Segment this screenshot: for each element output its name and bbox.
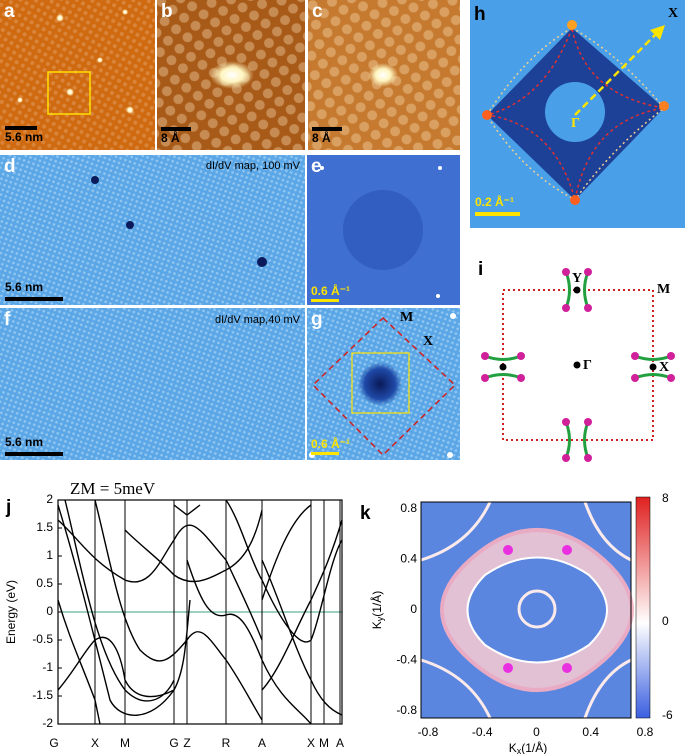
y-tick-label: 0.4 [400,552,417,566]
point-label: X [423,334,433,349]
axis-unit: (1/Å) [521,740,547,754]
panel-label: h [474,4,486,25]
point-label: Γ [583,358,592,373]
scale-bar-label: 5.6 nm [5,435,43,449]
x-tick-label: A [258,736,266,750]
panel-label: i [478,259,483,280]
panel-label: f [4,309,11,330]
scale-bar-label: 0.6 Å⁻¹ [311,436,350,451]
x-axis-label: Kx(1/Å) [509,740,548,754]
y-tick-label: -1.5 [32,688,53,702]
y-tick-label: 1.5 [36,520,53,534]
panel-a: a 5.6 nm [0,0,155,150]
point-label: Γ [571,116,580,131]
panel-g: g M X 0.6 Å⁻¹ [307,308,460,460]
panel-e: e 0.6 Å⁻¹ [307,155,460,305]
x-tick-label: A [336,736,344,750]
point-label: X [668,6,678,21]
x-tick-label: M [120,736,130,750]
x-tick-label: M [319,736,329,750]
x-tick-label: -0.8 [418,725,439,739]
axis-subscript: y [375,616,385,621]
panel-h: h X Γ 0.2 Å⁻¹ [470,0,685,228]
scale-bar-label: 5.6 nm [5,280,43,294]
colorbar-label: 0 [662,614,669,628]
y-tick-label: -0.5 [32,632,53,646]
y-tick-label: 0 [46,604,53,618]
point-label: Y [572,271,582,286]
colorbar-label: 8 [662,491,669,505]
x-tick-label: 0.8 [637,725,654,739]
plot-title: ZM = 5meV [70,479,156,498]
scale-bar-label: 8 Å [312,130,331,145]
axis-unit: (1/Å) [369,591,384,617]
caption: dI/dV map, 100 mV [206,160,301,172]
x-tick-label: 0 [533,725,540,739]
y-tick-label: 0.8 [400,501,417,515]
axis-symbol: K [370,621,384,629]
scale-bar-label: 0.2 Å⁻¹ [475,194,514,209]
x-tick-label: R [222,736,231,750]
scale-bar-label: 0.6 Å⁻¹ [311,283,350,298]
scale-bar-label: 8 Å [161,130,180,145]
axis-subscript: x [517,746,522,754]
x-tick-label: G [49,736,58,750]
y-tick-label: -0.8 [396,703,417,717]
panel-i: i Y M Γ X [478,259,675,462]
x-tick-label: Z [183,736,190,750]
x-tick-label: X [307,736,315,750]
panel-k: k Kx(1/Å) Ky(1/Å) -0.8 -0.4 0 0.4 0.80.80.40… [360,491,673,754]
panel-label: b [161,1,173,22]
panel-f: f dI/dV map,40 mV 5.6 nm [0,308,305,460]
panel-label: a [4,1,15,22]
point-label: M [400,310,413,325]
x-tick-label: -0.4 [472,725,493,739]
y-tick-label: 0 [410,602,417,616]
y-tick-label: 1 [46,548,53,562]
y-tick-label: -2 [42,716,53,730]
point-label: X [659,360,669,375]
scale-bar-label: 5.6 nm [5,130,43,144]
x-tick-label: 0.4 [582,725,599,739]
panel-label: k [360,503,371,524]
y-tick-label: 0.5 [36,576,53,590]
y-axis-label: Ky(1/Å) [369,591,385,630]
y-tick-label: -1 [42,660,53,674]
y-tick-label: -0.4 [396,653,417,667]
panel-label: d [4,156,16,177]
axis-symbol: K [509,741,517,754]
y-axis-label: Energy (eV) [4,580,18,644]
y-tick-label: 2 [46,492,53,506]
panel-c: c 8 Å [308,0,460,150]
panel-b: b 8 Å [157,0,305,150]
caption: dI/dV map,40 mV [215,314,301,326]
panel-label: c [312,1,323,22]
panel-label: j [5,497,11,518]
panel-d: d dI/dV map, 100 mV 5.6 nm [0,155,305,305]
x-tick-label: X [91,736,99,750]
panel-label: g [311,309,323,330]
panel-label: e [311,156,322,177]
point-label: M [657,282,670,297]
colorbar-label: -6 [662,708,673,722]
x-tick-label: G [169,736,178,750]
panel-j: j ZM = 5meV Energy (eV) 2 1.5 1 0.5 0 -0.5 -1 -… [4,479,344,750]
